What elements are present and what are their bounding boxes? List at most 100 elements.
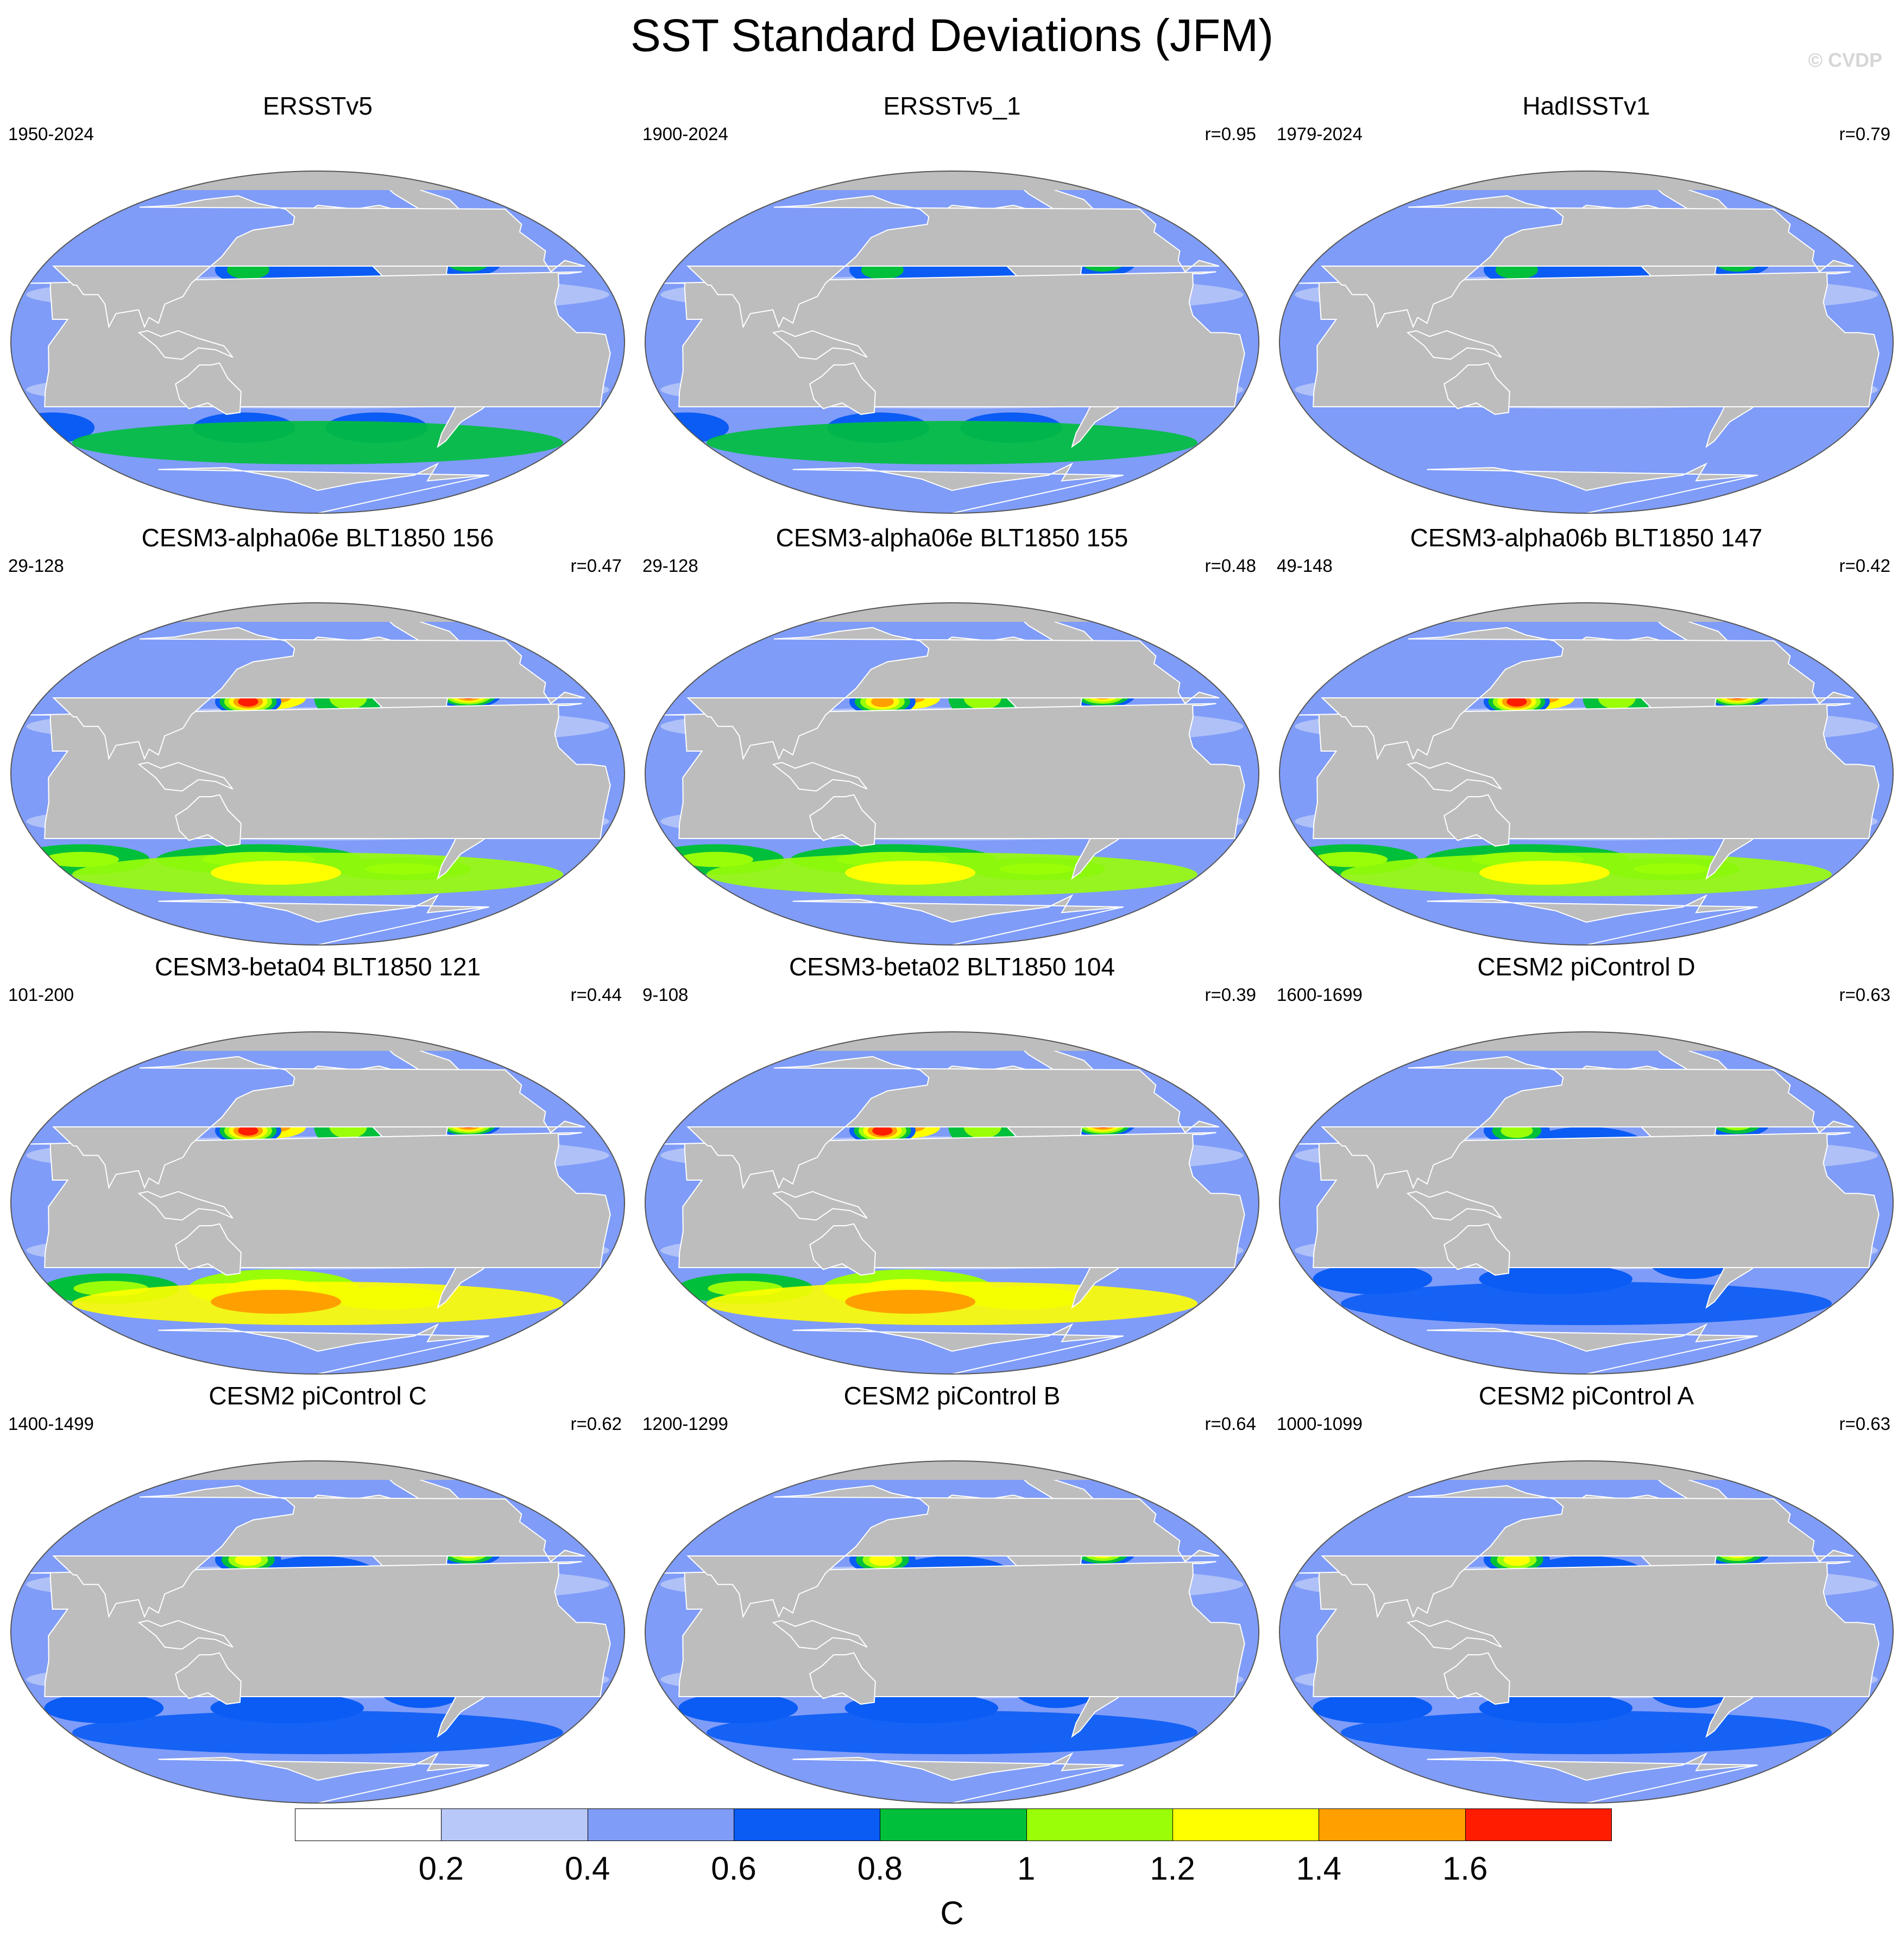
map-outline (1279, 602, 1894, 946)
panel-correlation: r=0.63 (1839, 1414, 1891, 1434)
land-antarctica (158, 462, 489, 513)
land-antarctica (792, 462, 1124, 513)
map-projection (1279, 1460, 1894, 1804)
western-boundary-current (238, 696, 259, 707)
land-australia (1443, 362, 1510, 415)
panel-title: ERSSTv5_1 (883, 92, 1021, 120)
panel-correlation: r=0.48 (1205, 556, 1257, 576)
map-projection (1279, 171, 1894, 514)
colorbar-unit: C (940, 1895, 964, 1931)
panel-years: 1600-1699 (1277, 985, 1363, 1005)
panel-years: 49-148 (1277, 556, 1333, 576)
colorbar-tick-label: 0.2 (418, 1850, 464, 1887)
land-antarctica (1427, 462, 1758, 513)
land-antarctica (792, 1323, 1124, 1374)
map-outline (1279, 1460, 1894, 1804)
colorbar-swatch (1172, 1808, 1320, 1841)
map-outline (645, 602, 1259, 946)
land-africa-eurasia-west (29, 271, 611, 407)
southern-ocean-band (707, 421, 1197, 464)
panel-correlation: r=0.42 (1839, 556, 1891, 576)
western-boundary-current (238, 1125, 259, 1136)
map-panel: CESM2 piControl C 1400-1499 r=0.62 (3, 1379, 633, 1808)
southern-ocean-band (72, 421, 563, 464)
map-projection (10, 1460, 625, 1804)
land-indonesia (772, 761, 868, 792)
map-panel: CESM3-beta04 BLT1850 121 101-200 r=0.44 (3, 950, 633, 1379)
map-panel: CESM2 piControl A 1000-1099 r=0.63 (1271, 1379, 1901, 1808)
panel-title: CESM3-alpha06e BLT1850 156 (141, 524, 494, 552)
colorbar-tick-label: 1.4 (1296, 1850, 1342, 1887)
land-indonesia (137, 1619, 234, 1650)
colorbar-swatch (880, 1808, 1027, 1841)
colorbar-swatch (587, 1808, 734, 1841)
map-panel: CESM3-alpha06e BLT1850 156 29-128 r=0.47 (3, 521, 633, 950)
land-antarctica (792, 1752, 1124, 1803)
map-outline (645, 1460, 1259, 1804)
land-australia (809, 794, 876, 847)
map-panel: ERSSTv5 1950-2024 (3, 90, 633, 519)
colorbar-swatch (441, 1808, 588, 1841)
panel-years: 9-108 (642, 985, 689, 1005)
panel-title: CESM2 piControl D (1477, 953, 1695, 981)
land-eurasia (686, 1056, 1220, 1190)
variability-core (1313, 852, 1388, 867)
land-africa-eurasia-west (1298, 703, 1880, 839)
panel-correlation: r=0.64 (1205, 1414, 1257, 1434)
land-australia (809, 1223, 876, 1276)
western-boundary-current (1506, 696, 1527, 707)
map-outline (10, 1031, 625, 1375)
colorbar-swatch (295, 1808, 442, 1841)
panel-title: CESM2 piControl B (843, 1382, 1061, 1410)
western-boundary-current (871, 696, 894, 707)
panel-years: 1950-2024 (8, 124, 94, 144)
southern-ocean-core (211, 1290, 342, 1314)
land-indonesia (137, 1190, 234, 1221)
western-boundary-current (872, 1125, 893, 1136)
variability-region (1313, 1693, 1433, 1723)
variability-core (44, 852, 119, 867)
land-eurasia (52, 195, 585, 329)
land-australia (1443, 794, 1510, 847)
panel-correlation: r=0.95 (1205, 124, 1257, 144)
panel-correlation: r=0.63 (1839, 985, 1891, 1005)
panel-title: CESM3-beta04 BLT1850 121 (154, 953, 481, 981)
land-africa-eurasia-west (664, 703, 1245, 839)
land-indonesia (1406, 761, 1502, 792)
land-antarctica (158, 1323, 489, 1374)
watermark: © CVDP (1808, 49, 1882, 71)
map-projection (10, 1031, 625, 1375)
land-eurasia (1321, 195, 1854, 329)
map-projection (10, 171, 625, 514)
colorbar-tick-label: 1 (1017, 1850, 1036, 1887)
panel-years: 101-200 (8, 985, 74, 1005)
land-africa-eurasia-west (1298, 1561, 1880, 1697)
colorbar-tick-label: 1.6 (1442, 1850, 1488, 1887)
map-panel: HadISSTv1 1979-2024 r=0.79 (1271, 90, 1901, 519)
land-antarctica (1427, 1752, 1758, 1803)
land-indonesia (137, 330, 234, 360)
land-africa-eurasia-west (1298, 1132, 1880, 1268)
variability-region (678, 1693, 798, 1723)
land-australia (1443, 1652, 1510, 1705)
map-projection (645, 602, 1259, 946)
land-australia (1443, 1223, 1510, 1276)
southern-ocean-band (1341, 421, 1832, 464)
panel-title: CESM3-alpha06e BLT1850 155 (776, 524, 1128, 552)
panel-title: CESM2 piControl C (209, 1382, 427, 1410)
land-africa-eurasia-west (29, 1561, 611, 1697)
map-projection (1279, 602, 1894, 946)
land-eurasia (686, 195, 1220, 329)
map-panel: CESM2 piControl B 1200-1299 r=0.64 (637, 1379, 1267, 1808)
land-australia (175, 1652, 242, 1705)
land-africa-eurasia-west (29, 1132, 611, 1268)
map-projection (645, 1460, 1259, 1804)
map-panel: CESM3-alpha06e BLT1850 155 29-128 r=0.48 (637, 521, 1267, 950)
panel-correlation: r=0.62 (570, 1414, 622, 1434)
map-outline (10, 602, 625, 946)
land-antarctica (792, 894, 1124, 945)
land-indonesia (772, 1619, 868, 1650)
land-africa-eurasia-west (664, 1132, 1245, 1268)
page-title: SST Standard Deviations (JFM) (630, 10, 1274, 61)
map-projection (1279, 1031, 1894, 1375)
